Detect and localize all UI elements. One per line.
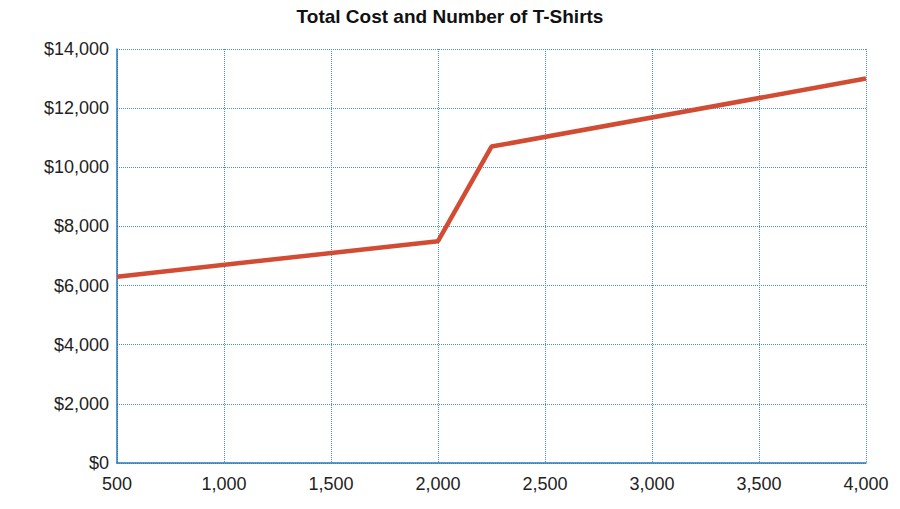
svg-text:$0: $0 xyxy=(89,453,109,473)
svg-text:2,500: 2,500 xyxy=(522,474,567,494)
svg-text:500: 500 xyxy=(102,474,132,494)
svg-text:1,000: 1,000 xyxy=(201,474,246,494)
svg-text:$2,000: $2,000 xyxy=(54,394,109,414)
svg-text:4,000: 4,000 xyxy=(843,474,888,494)
svg-text:$6,000: $6,000 xyxy=(54,276,109,296)
svg-text:1,500: 1,500 xyxy=(308,474,353,494)
svg-text:$14,000: $14,000 xyxy=(44,39,109,59)
svg-text:2,000: 2,000 xyxy=(415,474,460,494)
svg-text:$10,000: $10,000 xyxy=(44,157,109,177)
svg-text:Total Cost and Number of T-Shi: Total Cost and Number of T-Shirts xyxy=(297,6,604,27)
svg-text:3,500: 3,500 xyxy=(736,474,781,494)
svg-text:$8,000: $8,000 xyxy=(54,216,109,236)
svg-text:3,000: 3,000 xyxy=(629,474,674,494)
svg-text:$4,000: $4,000 xyxy=(54,335,109,355)
svg-text:$12,000: $12,000 xyxy=(44,98,109,118)
